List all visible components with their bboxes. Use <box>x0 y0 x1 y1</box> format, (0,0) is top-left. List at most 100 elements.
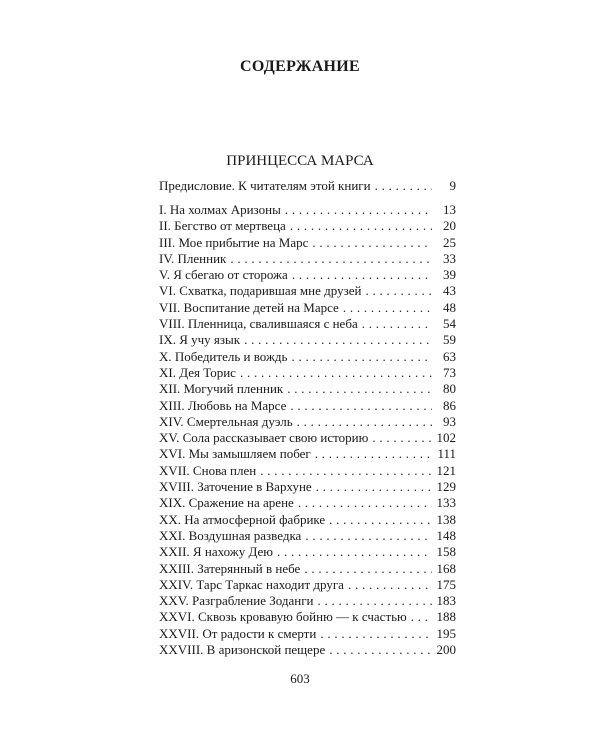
toc-entry: XIII. Любовь на Марсе 86 <box>159 398 456 414</box>
page-number: 603 <box>290 671 310 686</box>
toc-entry: X. Победитель и вождь 63 <box>159 349 456 365</box>
toc-entry-title: II. Бегство от мертвеца <box>159 218 286 234</box>
toc-entry-page: 43 <box>443 283 456 299</box>
toc-entry-page: 59 <box>443 332 456 348</box>
toc-entry-title: XVIII. Заточение в Вархуне <box>159 479 312 495</box>
toc-entry-title: VIII. Пленница, свалившаяся с неба <box>159 316 358 332</box>
toc-entry-page: 168 <box>436 560 457 576</box>
toc-entry-page: 63 <box>443 348 456 364</box>
toc-entry-page: 73 <box>443 364 456 380</box>
dot-leader <box>329 642 432 658</box>
toc-entry-title: XXIII. Затерянный в небе <box>159 560 301 576</box>
dot-leader <box>277 544 432 560</box>
toc-entry-title: XVII. Снова плен <box>159 462 257 478</box>
toc-entry-page: 111 <box>437 446 456 462</box>
dot-leader <box>312 235 432 251</box>
toc-entry-page: 200 <box>436 642 457 658</box>
toc-entry: IX. Я учу язык 59 <box>159 332 456 348</box>
toc-entry: XXIII. Затерянный в небе 168 <box>159 561 456 577</box>
dot-leader <box>317 593 432 609</box>
toc-entry: XI. Дея Торис 73 <box>159 365 456 381</box>
toc-entry-title: XII. Могучий пленник <box>159 381 284 397</box>
toc-entry-title: XX. На атмосферной фабрике <box>159 511 326 527</box>
toc-entry: IV. Пленник 33 <box>159 251 456 267</box>
toc-entry-title: XXVII. От радости к смерти <box>159 625 317 641</box>
toc-entry-title: XV. Сола рассказывает свою историю <box>159 430 369 446</box>
toc-entry-title: VII. Воспитание детей на Марсе <box>159 299 339 315</box>
toc-entry: XIX. Сражение на арене 133 <box>159 495 456 511</box>
toc-entry-title: XIV. Смертельная дуэль <box>159 413 293 429</box>
dot-leader <box>343 300 432 316</box>
toc-entry: XV. Сола рассказывает свою историю 102 <box>159 430 456 446</box>
section-heading: ПРИНЦЕССА МАРСА <box>226 153 374 169</box>
toc-entry-page: 54 <box>443 316 456 332</box>
toc-entry-title: XVI. Мы замышляем побег <box>159 446 311 462</box>
toc-entry: XII. Могучий пленник 80 <box>159 381 456 397</box>
toc-entry-page: 80 <box>443 381 456 397</box>
toc-entry-page: 148 <box>436 527 457 543</box>
toc-entry: Предисловие. К читателям этой книги 9 <box>159 178 456 194</box>
dot-leader <box>291 349 432 365</box>
dot-leader <box>305 528 432 544</box>
toc-preface: Предисловие. К читателям этой книги 9 <box>159 178 456 194</box>
toc-entry: I. На холмах Аризоны 13 <box>159 202 456 218</box>
toc-entry-page: 13 <box>443 202 456 217</box>
toc-entry-title: XXVI. Сквозь кровавую бойню — к счастью <box>159 609 407 625</box>
dot-leader <box>298 495 432 511</box>
dot-leader <box>240 365 432 381</box>
toc-entry-title: VI. Схватка, подарившая мне друзей <box>159 283 362 299</box>
dot-leader <box>230 251 432 267</box>
dot-leader <box>315 446 432 462</box>
toc-entry: XXII. Я нахожу Дею 158 <box>159 544 456 560</box>
toc-entry: XIV. Смертельная дуэль 93 <box>159 414 456 430</box>
toc-entry-page: 86 <box>443 397 456 413</box>
toc-entry-title: XIII. Любовь на Марсе <box>159 397 287 413</box>
toc-entry-title: XXII. Я нахожу Дею <box>159 544 274 560</box>
dot-leader <box>329 512 432 528</box>
toc-entry: III. Мое прибытие на Марс 25 <box>159 235 456 251</box>
toc-entry-title: XXVIII. В аризонской пещере <box>159 642 326 658</box>
toc-chapter-list: I. На холмах Аризоны 13 II. Бегство от мер… <box>159 202 456 658</box>
toc-entry-title: V. Я сбегаю от сторожа <box>159 267 288 283</box>
dot-leader <box>362 316 432 332</box>
toc-entry: XXV. Разграбление Зоданги 183 <box>159 593 456 609</box>
dot-leader <box>365 283 432 299</box>
toc-entry-page: 20 <box>443 218 456 234</box>
toc-entry-page: 129 <box>436 479 457 495</box>
dot-leader <box>375 178 432 194</box>
toc-entry: XXI. Воздушная разведка 148 <box>159 528 456 544</box>
toc-entry: XXVII. От радости к смерти 195 <box>159 626 456 642</box>
dot-leader <box>244 332 432 348</box>
toc-entry-title: I. На холмах Аризоны <box>159 202 281 217</box>
toc-entry: V. Я сбегаю от сторожа 39 <box>159 267 456 283</box>
toc-entry-title: III. Мое прибытие на Марс <box>159 234 309 250</box>
toc-entry: XVII. Снова плен 121 <box>159 463 456 479</box>
toc-entry-page: 39 <box>443 267 456 283</box>
toc-entry-page: 48 <box>443 299 456 315</box>
toc-entry-page: 25 <box>443 234 456 250</box>
dot-leader <box>290 398 432 414</box>
dot-leader <box>348 577 432 593</box>
toc-entry-page: 133 <box>436 495 457 511</box>
toc-entry: XX. На атмосферной фабрике 138 <box>159 512 456 528</box>
toc-entry: XXIV. Тарс Таркас находит друга 175 <box>159 577 456 593</box>
toc-entry-page: 102 <box>436 430 457 446</box>
toc-entry-title: XI. Дея Торис <box>159 364 236 380</box>
dot-leader <box>285 202 432 218</box>
toc-entry-title: IX. Я учу язык <box>159 332 241 348</box>
toc-entry-title: XXIV. Тарс Таркас находит друга <box>159 576 344 592</box>
toc-entry-title: XXV. Разграбление Зоданги <box>159 593 314 609</box>
toc-entry-title: X. Победитель и вождь <box>159 348 288 364</box>
toc-entry-page: 121 <box>436 462 457 478</box>
dot-leader <box>297 414 432 430</box>
toc-entry-page: 183 <box>436 593 457 609</box>
dot-leader <box>320 626 432 642</box>
toc-entry-title: XIX. Сражение на арене <box>159 495 294 511</box>
toc-entry-page: 188 <box>436 609 457 625</box>
dot-leader <box>372 430 432 446</box>
toc-entry: XXVIII. В аризонской пещере 200 <box>159 642 456 658</box>
toc-entry-page: 175 <box>436 576 457 592</box>
toc-entry-title: Предисловие. К читателям этой книги <box>159 178 371 193</box>
toc-entry: XVIII. Заточение в Вархуне 129 <box>159 479 456 495</box>
dot-leader <box>290 218 432 234</box>
